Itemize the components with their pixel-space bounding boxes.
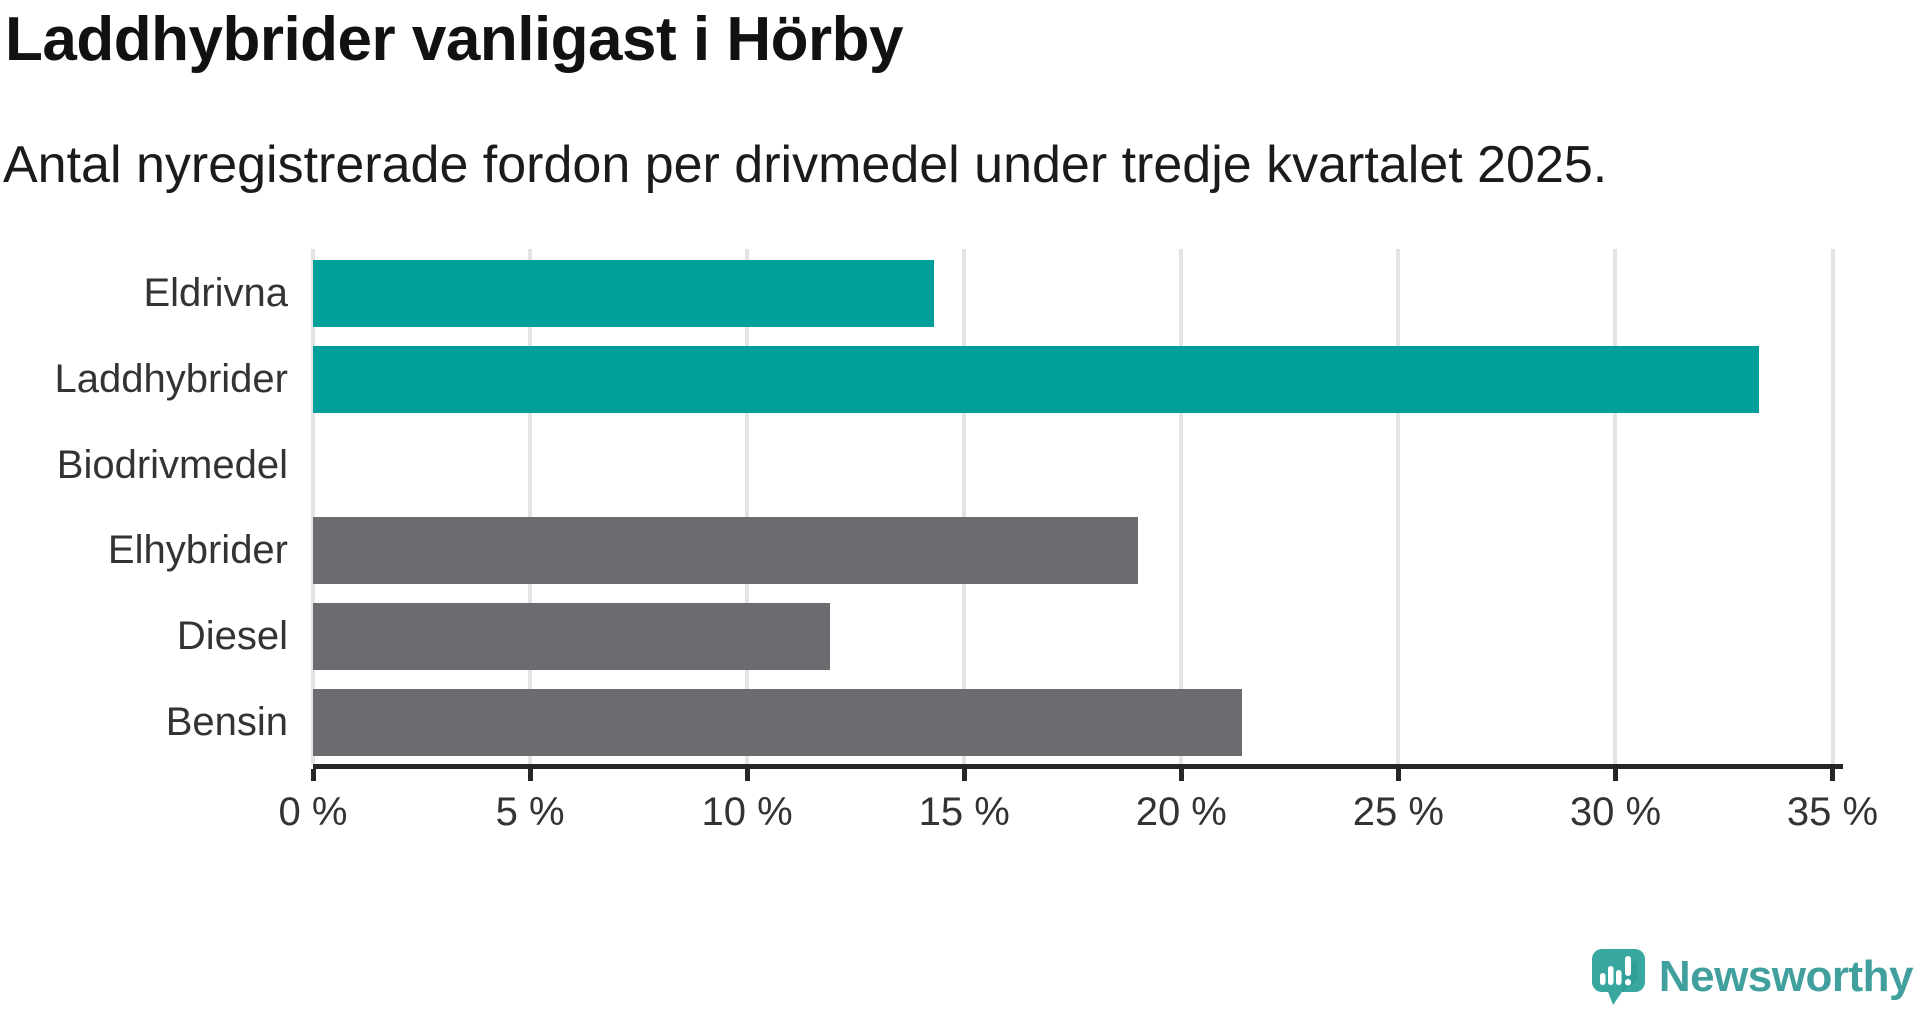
x-tick bbox=[744, 769, 750, 781]
x-tick-label: 0 % bbox=[278, 790, 348, 834]
x-tick-label: 20 % bbox=[1135, 790, 1227, 834]
chart-title: Laddhybrider vanligast i Hörby bbox=[5, 5, 903, 74]
x-tick-label: 25 % bbox=[1352, 790, 1444, 834]
x-tick bbox=[1612, 769, 1618, 781]
gridline bbox=[962, 249, 967, 764]
bar-row bbox=[313, 345, 1833, 413]
bar-diesel bbox=[313, 603, 830, 671]
newsworthy-speech-bubble-chart-icon bbox=[1591, 949, 1645, 1005]
plot-area bbox=[311, 249, 1835, 764]
x-tick-label: 10 % bbox=[701, 790, 793, 834]
category-label: Bensin bbox=[165, 700, 288, 744]
category-label: Biodrivmedel bbox=[56, 442, 288, 487]
bar-row bbox=[313, 260, 1833, 327]
bar-bensin bbox=[313, 689, 1243, 756]
x-tick-label: 5 % bbox=[495, 790, 565, 834]
x-tick bbox=[527, 769, 533, 781]
bar-eldrivna bbox=[313, 260, 934, 327]
category-label: Eldrivna bbox=[143, 271, 288, 315]
x-axis-line bbox=[313, 764, 1843, 769]
bar-row bbox=[313, 603, 1833, 671]
newsworthy-logo: Newsworthy bbox=[1591, 947, 1914, 1007]
x-axis: 0 % 5 % 10 % 15 % 20 % 25 % 30 % 35 % bbox=[279, 764, 1878, 844]
x-tick bbox=[1830, 769, 1835, 781]
gridline bbox=[1396, 249, 1401, 764]
category-label: Laddhybrider bbox=[54, 356, 289, 401]
category-label: Diesel bbox=[176, 614, 288, 659]
category-labels: Eldrivna Laddhybrider Biodrivmedel Elhybrid… bbox=[0, 249, 289, 764]
bar-row bbox=[313, 432, 1833, 499]
newsworthy-wordmark: Newsworthy bbox=[1658, 952, 1914, 1001]
category-label: Elhybrider bbox=[107, 528, 288, 573]
gridline bbox=[1179, 249, 1184, 764]
bar-row bbox=[313, 517, 1833, 585]
bar-row bbox=[313, 689, 1833, 756]
x-tick-label: 35 % bbox=[1786, 790, 1879, 834]
bar-elhybrider bbox=[313, 517, 1138, 585]
x-tick bbox=[961, 769, 967, 781]
gridline bbox=[1613, 249, 1618, 764]
x-tick bbox=[310, 769, 316, 781]
x-tick bbox=[1178, 769, 1184, 781]
x-tick-label: 30 % bbox=[1569, 790, 1662, 834]
x-tick-label: 15 % bbox=[918, 790, 1010, 834]
gridline bbox=[1830, 249, 1835, 764]
gridline bbox=[311, 249, 315, 764]
gridline bbox=[528, 249, 533, 764]
x-tick bbox=[1395, 769, 1401, 781]
gridline bbox=[745, 249, 750, 764]
chart-subtitle: Antal nyregistrerade fordon per drivmede… bbox=[3, 136, 1608, 194]
bar-laddhybrider bbox=[313, 345, 1759, 413]
